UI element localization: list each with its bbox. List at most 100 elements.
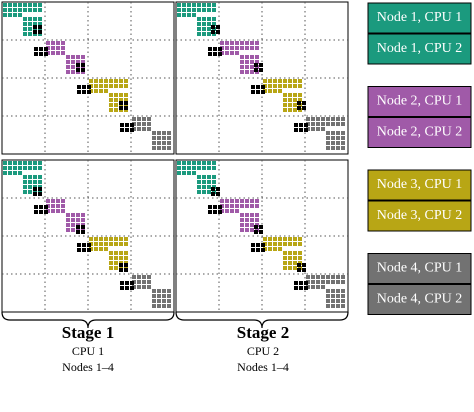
cell: [212, 17, 216, 21]
cell: [336, 146, 340, 150]
cell: [152, 136, 156, 140]
cell: [202, 185, 206, 189]
cell: [124, 79, 128, 83]
cell: [288, 242, 292, 246]
cell: [255, 213, 259, 217]
cell: [202, 27, 206, 31]
cell: [192, 8, 196, 12]
cell: [33, 3, 37, 7]
cell: [28, 166, 32, 170]
cell: [207, 161, 211, 165]
cell: [34, 210, 38, 214]
cell: [326, 117, 330, 121]
cell: [177, 171, 181, 175]
cell: [197, 3, 201, 7]
cell: [33, 22, 37, 26]
cell: [273, 237, 277, 241]
cell: [304, 286, 308, 290]
legend-box: [367, 169, 472, 201]
cell: [114, 79, 118, 83]
cell: [298, 251, 302, 255]
cell: [120, 286, 124, 290]
cell: [336, 304, 340, 308]
cell: [225, 41, 229, 45]
cell: [104, 237, 108, 241]
cell: [250, 60, 254, 64]
cell: [177, 161, 181, 165]
cell: [104, 84, 108, 88]
cell: [230, 209, 234, 213]
cell: [202, 175, 206, 179]
cell: [311, 275, 315, 279]
cell: [152, 289, 156, 293]
cell: [66, 60, 70, 64]
cell: [177, 3, 181, 7]
cell: [8, 13, 12, 17]
cell: [240, 41, 244, 45]
cell: [34, 205, 38, 209]
cell: [87, 248, 91, 252]
cell: [81, 225, 85, 229]
cell: [192, 166, 196, 170]
cell: [218, 205, 222, 209]
cell: [13, 3, 17, 7]
cell: [250, 213, 254, 217]
cell: [298, 242, 302, 246]
cell: [245, 41, 249, 45]
cell: [28, 185, 32, 189]
cell: [137, 122, 141, 126]
cell: [297, 101, 301, 105]
stage-nodes: Nodes 1–4: [237, 360, 289, 374]
cell: [256, 243, 260, 247]
cell: [336, 122, 340, 126]
cell: [326, 131, 330, 135]
cell: [162, 299, 166, 303]
cell: [263, 79, 267, 83]
cell: [187, 3, 191, 7]
cell: [331, 131, 335, 135]
cell: [162, 141, 166, 145]
cell: [316, 275, 320, 279]
cell: [56, 46, 60, 50]
cell: [245, 223, 249, 227]
cell: [76, 213, 80, 217]
cell: [71, 55, 75, 59]
cell: [293, 242, 297, 246]
cell: [336, 280, 340, 284]
cell: [120, 281, 124, 285]
cell: [230, 204, 234, 208]
cell: [39, 52, 43, 56]
cell: [28, 32, 32, 36]
cell: [278, 84, 282, 88]
cell: [341, 117, 345, 121]
cell: [46, 199, 50, 203]
cell: [142, 122, 146, 126]
cell: [254, 230, 258, 234]
cell: [321, 275, 325, 279]
cell: [288, 261, 292, 265]
cell: [147, 275, 151, 279]
cell: [124, 256, 128, 260]
cell: [255, 55, 259, 59]
cell: [109, 251, 113, 255]
cell: [220, 41, 224, 45]
cell: [77, 243, 81, 247]
cell: [208, 205, 212, 209]
cell: [66, 218, 70, 222]
cell: [33, 8, 37, 12]
cell: [38, 8, 42, 12]
cell: [197, 185, 201, 189]
cell: [114, 266, 118, 270]
cell: [28, 180, 32, 184]
cell: [293, 266, 297, 270]
cell: [273, 79, 277, 83]
cell: [177, 13, 181, 17]
cell: [137, 127, 141, 131]
cell: [192, 161, 196, 165]
cell: [130, 281, 134, 285]
cell: [321, 285, 325, 289]
cell: [23, 166, 27, 170]
brace: [1, 311, 175, 329]
cell: [76, 225, 80, 229]
cell: [130, 123, 134, 127]
